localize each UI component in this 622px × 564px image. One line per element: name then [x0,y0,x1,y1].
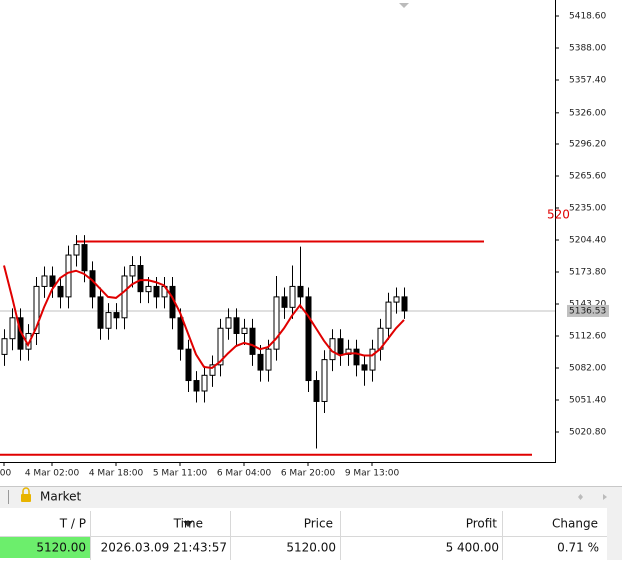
y-tick-label: 5112.60 [569,331,606,341]
y-tick-label: 5082.00 [569,363,606,373]
cell: 5120.00 [286,541,336,555]
candle-body [281,296,288,308]
candle-body [361,364,368,371]
candle-body [105,312,112,329]
candle-body [353,348,360,366]
candle-body [233,317,240,334]
candle-body [201,374,208,392]
candle-body [129,265,136,277]
y-tick-label: 5388.00 [569,43,606,53]
moving-average [3,265,405,370]
candle-body [225,317,232,329]
candle-body [65,254,72,298]
candle-body [241,327,248,334]
candle-body [113,312,120,319]
candle-body [249,327,256,355]
y-tick-label: 5020.80 [569,427,606,437]
x-tick-label: :00 [0,469,12,479]
scroll-left[interactable] [578,494,583,500]
y-tick-label: 5418.60 [569,11,606,21]
table [0,508,607,560]
tab-label[interactable]: Market [40,490,82,504]
candle-body [185,348,192,382]
sort-arrow [183,521,193,527]
y-tick-label: 5357.40 [569,75,606,85]
y-tick-label: 5235.00 [569,203,606,213]
candle-body [1,338,8,355]
level-label: 520 [547,208,570,222]
y-tick-label: 5326.00 [569,108,606,118]
column-borders [90,511,503,560]
candle-body [289,285,296,308]
candle-body [209,364,216,376]
x-tick-label: 4 Mar 02:00 [25,469,80,479]
candle-body [369,348,376,371]
candle-body [273,296,280,350]
candle-body [9,317,16,340]
x-tick-label: 5 Mar 11:00 [153,469,208,479]
candle-body [73,244,80,256]
candle-body [145,285,152,293]
tp-cell [0,537,90,558]
column-header: Change [552,517,598,531]
candle-body [393,296,400,303]
shift-marker [399,3,409,8]
y-tick-label: 5204.40 [569,235,606,245]
lock-icon [21,494,31,502]
y-tick-label: 5173.80 [569,267,606,277]
candle-body [257,353,264,371]
candle-body [401,296,408,312]
tab-bar [0,486,622,508]
candle-body [137,265,144,293]
x-tick-label: 6 Mar 20:00 [281,469,336,479]
plot: 5418.60 5388.00 5357.40 5326.00 5296.20 5265.… [0,11,609,479]
cell: 5 400.00 [446,541,499,555]
candle-body [345,348,352,355]
column-header: Price [304,517,333,531]
x-tick-label: 6 Mar 04:00 [217,469,272,479]
candle-body [177,317,184,350]
x-tick-label: 4 Mar 18:00 [89,469,144,479]
scroll-right[interactable] [603,494,607,500]
y-tick-label: 5265.60 [569,171,606,181]
table-text: T / P Time Price Profit Change 5120.00 2026.03… [36,517,599,555]
cell: 2026.03.09 21:43:57 [101,541,227,555]
y-tick-label: 5143.20 [569,299,606,309]
chart-bg [0,0,622,486]
candle-body [57,285,64,298]
bid-label: 5136.53 [569,306,606,316]
cell: 0.71 % [557,541,599,555]
candle-body [385,301,392,329]
lock-shackle [22,487,30,494]
x-tick-label: 9 Mar 13:00 [345,469,400,479]
candle-body [153,285,160,298]
y-tick-label: 5296.20 [569,139,606,149]
candle-body [193,380,200,392]
y-tick-label: 5051.40 [569,395,606,405]
column-header: Time [173,517,203,531]
candle-body [337,338,344,355]
candle-body [313,380,320,402]
candle-body [265,348,272,371]
candle-body [17,317,24,350]
candle-body [297,285,304,298]
cell: 5120.00 [36,541,86,555]
candle-body [121,275,128,319]
candle-body [49,275,56,287]
candle-body [321,359,328,402]
candle-body [33,285,40,334]
candle-body [81,244,88,272]
candle-body [217,327,224,366]
bid-tag [567,304,609,317]
candle-body [41,275,48,287]
scrollbar[interactable] [607,508,622,560]
candle-body [305,296,312,382]
column-header: Profit [466,517,498,531]
candle-body [97,296,104,329]
column-header: T / P [59,517,86,531]
